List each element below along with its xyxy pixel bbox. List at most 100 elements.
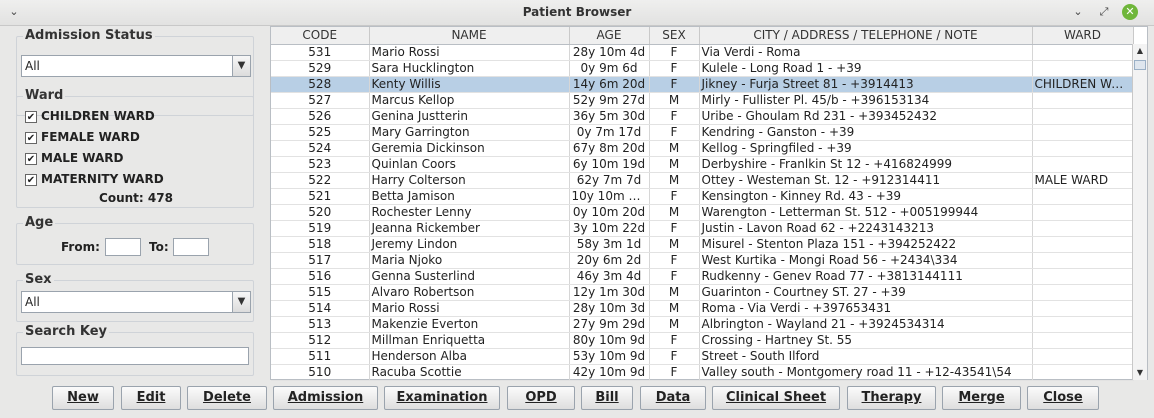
table-cell[interactable]: Harry Colterson	[369, 172, 570, 189]
window-menu-chevron-icon[interactable]: ⌄	[9, 5, 19, 18]
table-cell[interactable]: 528	[271, 76, 370, 93]
table-row[interactable]: 520 Rochester Lenny 0y 10m 20d M Warengton -…	[271, 204, 1134, 221]
table-row[interactable]: 525 Mary Garrington 0y 7m 17d F Kendring - G…	[271, 124, 1134, 141]
clinical-sheet-button[interactable]: Clinical Sheet	[712, 386, 840, 410]
column-header-age[interactable]: AGE	[569, 27, 650, 45]
table-cell[interactable]: CHILDREN WA...	[1032, 76, 1134, 93]
sex-select[interactable]: All ▼	[21, 291, 251, 313]
table-cell[interactable]: Crossing - Hartney St. 55	[699, 332, 1033, 349]
table-cell[interactable]	[1032, 332, 1134, 349]
table-cell[interactable]	[1032, 252, 1134, 269]
table-cell[interactable]: Mary Garrington	[369, 124, 570, 141]
table-cell[interactable]: 46y 3m 4d	[569, 268, 650, 285]
table-cell[interactable]: 14y 6m 20d	[569, 76, 650, 93]
table-cell[interactable]: 521	[271, 188, 370, 205]
opd-button[interactable]: OPD	[507, 386, 575, 410]
ward-checkbox-maternity[interactable]: ✔ MATERNITY WARD	[25, 172, 164, 190]
dropdown-arrow-icon[interactable]: ▼	[232, 56, 250, 76]
table-cell[interactable]: 519	[271, 220, 370, 237]
table-cell[interactable]: Mario Rossi	[369, 300, 570, 317]
table-cell[interactable]: 0y 10m 20d	[569, 204, 650, 221]
close-button[interactable]: Close	[1027, 386, 1099, 410]
table-cell[interactable]: 529	[271, 60, 370, 77]
table-row[interactable]: 514 Mario Rossi 28y 10m 3d M Roma - Via Verd…	[271, 300, 1134, 317]
table-cell[interactable]	[1032, 92, 1134, 109]
table-cell[interactable]: Via Verdi - Roma	[699, 44, 1033, 61]
table-cell[interactable]: 3y 10m 22d	[569, 220, 650, 237]
table-cell[interactable]: M	[649, 316, 700, 333]
table-cell[interactable]: Derbyshire - Franlkin St 12 - +416824999	[699, 156, 1033, 173]
table-cell[interactable]: Kensington - Kinney Rd. 43 - +39	[699, 188, 1033, 205]
table-row[interactable]: 527 Marcus Kellop 52y 9m 27d M Mirly - Fulli…	[271, 92, 1134, 109]
table-cell[interactable]: Valley south - Montgomery road 11 - +12-…	[699, 364, 1033, 381]
table-cell[interactable]: MALE WARD	[1032, 172, 1134, 189]
table-cell[interactable]: 510	[271, 364, 370, 381]
maximize-icon[interactable]: ⤢	[1099, 5, 1109, 18]
table-row[interactable]: 518 Jeremy Lindon 58y 3m 1d M Misurel - Sten…	[271, 236, 1134, 253]
table-cell[interactable]	[1032, 204, 1134, 221]
table-cell[interactable]	[1032, 156, 1134, 173]
table-cell[interactable]	[1032, 268, 1134, 285]
table-cell[interactable]: F	[649, 348, 700, 365]
table-cell[interactable]: 28y 10m 4d	[569, 44, 650, 61]
table-cell[interactable]: Street - South Ilford	[699, 348, 1033, 365]
table-cell[interactable]: F	[649, 220, 700, 237]
scroll-thumb[interactable]	[1134, 60, 1146, 70]
table-cell[interactable]: West Kurtika - Mongi Road 56 - +2434\334	[699, 252, 1033, 269]
table-cell[interactable]: 517	[271, 252, 370, 269]
new-button[interactable]: New	[52, 386, 114, 410]
table-cell[interactable]: 0y 9m 6d	[569, 60, 650, 77]
table-cell[interactable]: 527	[271, 92, 370, 109]
table-cell[interactable]	[1032, 300, 1134, 317]
table-cell[interactable]: F	[649, 60, 700, 77]
close-window-icon[interactable]: ✕	[1122, 4, 1138, 20]
table-cell[interactable]: Rudkenny - Genev Road 77 - +3813144111	[699, 268, 1033, 285]
table-cell[interactable]	[1032, 124, 1134, 141]
table-cell[interactable]: Racuba Scottie	[369, 364, 570, 381]
table-cell[interactable]: M	[649, 156, 700, 173]
table-cell[interactable]: Marcus Kellop	[369, 92, 570, 109]
table-cell[interactable]: F	[649, 124, 700, 141]
table-cell[interactable]: Geremia Dickinson	[369, 140, 570, 157]
table-cell[interactable]	[1032, 44, 1134, 61]
table-cell[interactable]: 6y 10m 19d	[569, 156, 650, 173]
table-cell[interactable]: Jeanna Rickember	[369, 220, 570, 237]
table-cell[interactable]: 524	[271, 140, 370, 157]
table-cell[interactable]: Justin - Lavon Road 62 - +2243143213	[699, 220, 1033, 237]
edit-button[interactable]: Edit	[121, 386, 181, 410]
admission-status-select[interactable]: All ▼	[21, 55, 251, 77]
age-to-input[interactable]	[173, 238, 209, 256]
table-cell[interactable]: Guarinton - Courtney ST. 27 - +39	[699, 284, 1033, 301]
table-cell[interactable]: Mirly - Fullister Pl. 45/b - +396153134	[699, 92, 1033, 109]
table-cell[interactable]: Warengton - Letterman St. 512 - +0051999…	[699, 204, 1033, 221]
therapy-button[interactable]: Therapy	[847, 386, 936, 410]
table-cell[interactable]: 511	[271, 348, 370, 365]
table-cell[interactable]: 62y 7m 7d	[569, 172, 650, 189]
table-cell[interactable]: M	[649, 140, 700, 157]
table-cell[interactable]: 36y 5m 30d	[569, 108, 650, 125]
table-cell[interactable]: 512	[271, 332, 370, 349]
ward-checkbox-female[interactable]: ✔ FEMALE WARD	[25, 130, 140, 148]
table-cell[interactable]: 10y 10m 1...	[569, 188, 650, 205]
table-row[interactable]: 524 Geremia Dickinson 67y 8m 20d M Kellog - …	[271, 140, 1134, 157]
table-cell[interactable]	[1032, 316, 1134, 333]
table-cell[interactable]: Roma - Via Verdi - +397653431	[699, 300, 1033, 317]
checkbox-check-icon[interactable]: ✔	[25, 131, 37, 144]
table-cell[interactable]: 0y 7m 17d	[569, 124, 650, 141]
table-cell[interactable]: Jikney - Furja Street 81 - +3914413	[699, 76, 1033, 93]
table-row[interactable]: 523 Quinlan Coors 6y 10m 19d M Derbyshire - …	[271, 156, 1134, 173]
table-cell[interactable]: M	[649, 172, 700, 189]
table-cell[interactable]: 514	[271, 300, 370, 317]
column-header-sex[interactable]: SEX	[649, 27, 700, 45]
table-cell[interactable]: F	[649, 332, 700, 349]
table-cell[interactable]: Betta Jamison	[369, 188, 570, 205]
table-cell[interactable]: M	[649, 236, 700, 253]
table-cell[interactable]: Mario Rossi	[369, 44, 570, 61]
checkbox-check-icon[interactable]: ✔	[25, 110, 37, 123]
table-cell[interactable]: Makenzie Everton	[369, 316, 570, 333]
table-cell[interactable]: 515	[271, 284, 370, 301]
table-cell[interactable]: Jeremy Lindon	[369, 236, 570, 253]
table-cell[interactable]: M	[649, 204, 700, 221]
search-input[interactable]	[21, 347, 249, 365]
column-header-name[interactable]: NAME	[369, 27, 570, 45]
